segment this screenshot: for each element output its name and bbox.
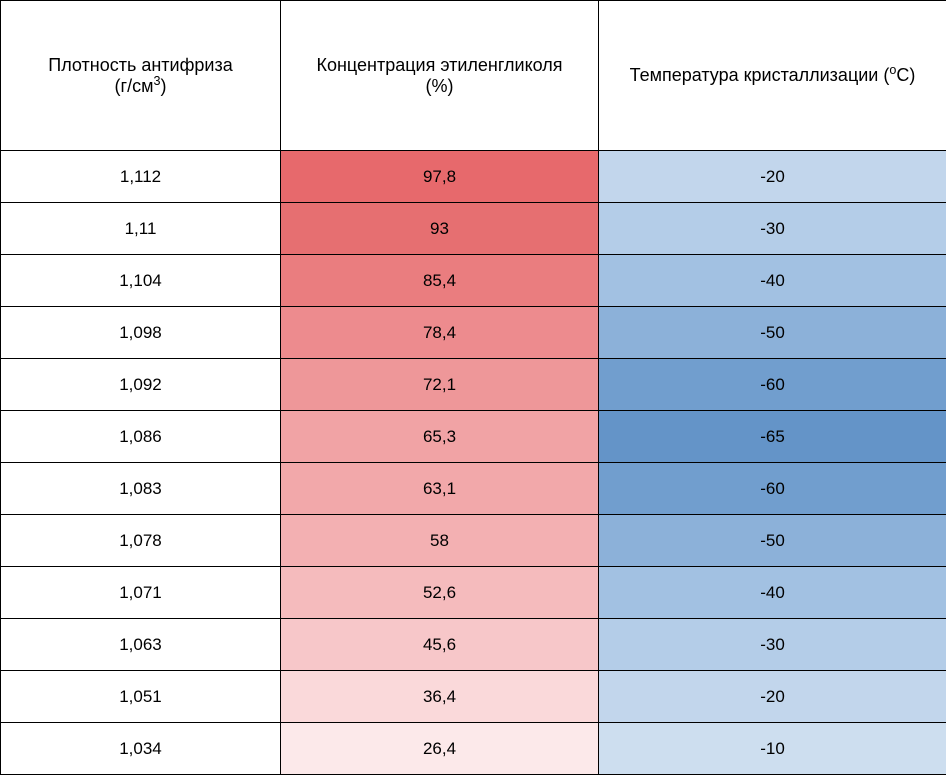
cell-density: 1,051 (1, 671, 281, 723)
cell-concentration: 63,1 (281, 463, 599, 515)
cell-temperature: -10 (599, 723, 946, 775)
cell-temperature: -60 (599, 463, 946, 515)
header-concentration-label: Концентрация этиленгликоля (316, 55, 562, 75)
cell-concentration: 85,4 (281, 255, 599, 307)
table-row: 1,09878,4-50 (1, 307, 946, 359)
cell-concentration: 26,4 (281, 723, 599, 775)
cell-concentration: 65,3 (281, 411, 599, 463)
header-density-unit: (г/см3) (115, 76, 167, 96)
table-row: 1,08363,1-60 (1, 463, 946, 515)
cell-temperature: -30 (599, 619, 946, 671)
cell-temperature: -30 (599, 203, 946, 255)
header-density: Плотность антифриза (г/см3) (1, 1, 281, 151)
cell-concentration: 52,6 (281, 567, 599, 619)
table-row: 1,07152,6-40 (1, 567, 946, 619)
cell-concentration: 36,4 (281, 671, 599, 723)
cell-temperature: -50 (599, 307, 946, 359)
table-row: 1,03426,4-10 (1, 723, 946, 775)
table-row: 1,06345,6-30 (1, 619, 946, 671)
cell-density: 1,086 (1, 411, 281, 463)
cell-density: 1,034 (1, 723, 281, 775)
header-temperature-label: Температура кристаллизации (оС) (630, 65, 916, 85)
cell-concentration: 45,6 (281, 619, 599, 671)
antifreeze-table: Плотность антифриза (г/см3) Концентрация… (0, 0, 946, 775)
table-row: 1,08665,3-65 (1, 411, 946, 463)
header-temperature: Температура кристаллизации (оС) (599, 1, 946, 151)
cell-density: 1,083 (1, 463, 281, 515)
header-concentration: Концентрация этиленгликоля (%) (281, 1, 599, 151)
cell-concentration: 72,1 (281, 359, 599, 411)
table-row: 1,09272,1-60 (1, 359, 946, 411)
cell-density: 1,063 (1, 619, 281, 671)
cell-concentration: 78,4 (281, 307, 599, 359)
cell-density: 1,098 (1, 307, 281, 359)
header-density-label: Плотность антифриза (48, 55, 232, 75)
cell-temperature: -20 (599, 151, 946, 203)
header-concentration-unit: (%) (426, 76, 454, 96)
cell-density: 1,078 (1, 515, 281, 567)
table-row: 1,1193-30 (1, 203, 946, 255)
cell-density: 1,092 (1, 359, 281, 411)
table-header-row: Плотность антифриза (г/см3) Концентрация… (1, 1, 946, 151)
cell-temperature: -65 (599, 411, 946, 463)
cell-temperature: -50 (599, 515, 946, 567)
cell-density: 1,112 (1, 151, 281, 203)
cell-temperature: -60 (599, 359, 946, 411)
cell-concentration: 97,8 (281, 151, 599, 203)
cell-density: 1,11 (1, 203, 281, 255)
table-row: 1,10485,4-40 (1, 255, 946, 307)
cell-temperature: -40 (599, 567, 946, 619)
table-row: 1,11297,8-20 (1, 151, 946, 203)
table-body: 1,11297,8-201,1193-301,10485,4-401,09878… (1, 151, 946, 775)
cell-concentration: 58 (281, 515, 599, 567)
table-row: 1,07858-50 (1, 515, 946, 567)
cell-temperature: -20 (599, 671, 946, 723)
cell-concentration: 93 (281, 203, 599, 255)
cell-density: 1,104 (1, 255, 281, 307)
table-row: 1,05136,4-20 (1, 671, 946, 723)
cell-temperature: -40 (599, 255, 946, 307)
cell-density: 1,071 (1, 567, 281, 619)
